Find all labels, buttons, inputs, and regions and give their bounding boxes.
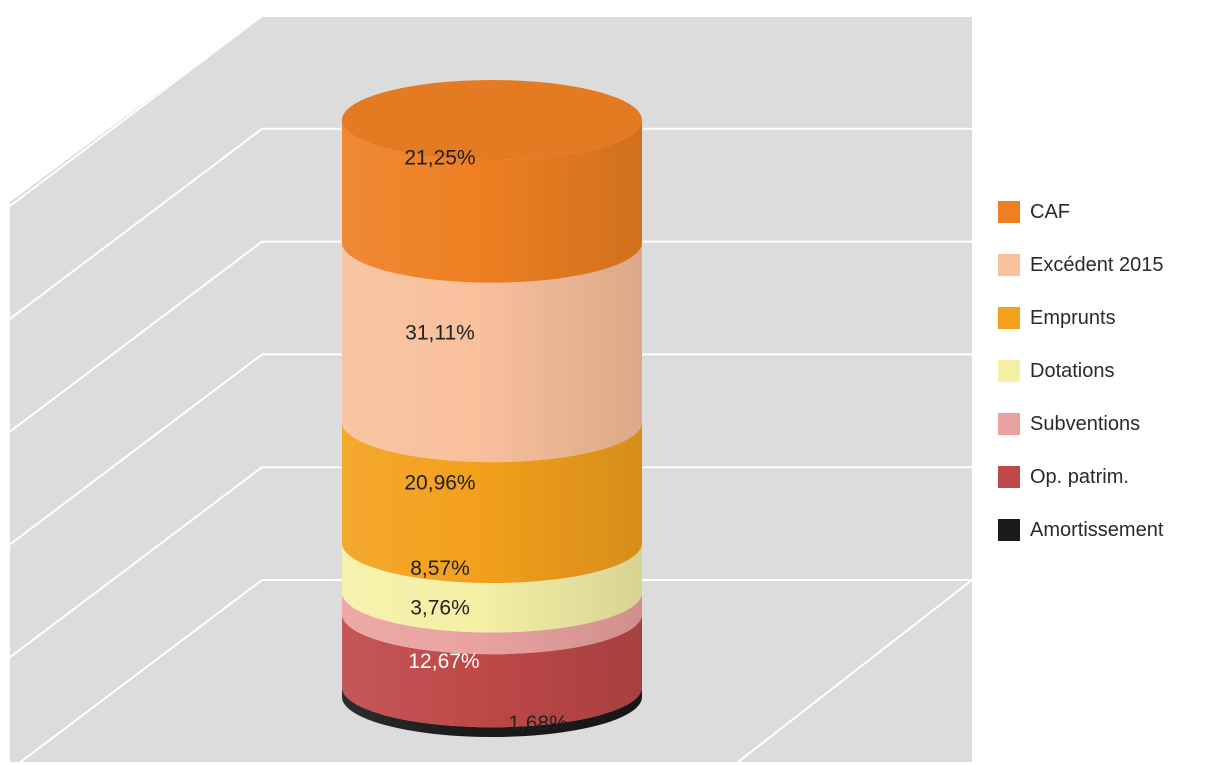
gridline-diagonal xyxy=(9,240,263,433)
legend-item-subventions: Subventions xyxy=(998,412,1210,436)
segment-op-patrim xyxy=(342,614,642,728)
data-label-dotations: 8,57% xyxy=(410,557,470,580)
legend-label: Excédent 2015 xyxy=(1030,253,1164,276)
segment-amortissement xyxy=(342,687,642,737)
legend-label: Dotations xyxy=(1030,359,1115,382)
data-labels: 1,68% 12,67% 3,76% 8,57% 20,96% 31,11% 21,25% xyxy=(404,147,567,735)
legend-swatch xyxy=(998,254,1020,276)
gridline-diagonal xyxy=(9,466,263,658)
data-label-amortissement: 1,68% xyxy=(508,712,568,735)
cylinder-top-cap xyxy=(342,80,642,160)
legend-swatch xyxy=(998,201,1020,223)
legend-item-amortissement: Amortissement xyxy=(998,518,1210,542)
data-label-subventions: 3,76% xyxy=(410,596,470,619)
cylinder xyxy=(342,80,642,737)
legend-item-op-patrim: Op. patrim. xyxy=(998,465,1210,489)
legend-label: Op. patrim. xyxy=(1030,465,1129,488)
legend-label: CAF xyxy=(1030,200,1070,223)
segment-caf xyxy=(342,120,642,283)
legend-item-dotations: Dotations xyxy=(998,359,1210,383)
floor-edge xyxy=(737,579,973,763)
data-label-caf: 21,25% xyxy=(404,147,475,170)
gridline-diagonal xyxy=(9,353,263,546)
legend-item-excedent-2015: Excédent 2015 xyxy=(998,253,1210,277)
data-label-emprunts: 20,96% xyxy=(404,472,475,495)
legend-label: Emprunts xyxy=(1030,306,1116,329)
gridline-diagonal xyxy=(9,128,263,320)
data-label-op-patrim: 12,67% xyxy=(408,650,479,673)
segment-emprunts xyxy=(342,422,642,584)
segment-subventions xyxy=(342,592,642,655)
chart-legend: CAF Excédent 2015 Emprunts Dotations Subvent… xyxy=(998,200,1210,571)
legend-item-caf: CAF xyxy=(998,200,1210,224)
legend-label: Subventions xyxy=(1030,412,1141,435)
legend-label: Amortissement xyxy=(1030,518,1164,541)
legend-swatch xyxy=(998,307,1020,329)
legend-item-emprunts: Emprunts xyxy=(998,306,1210,330)
gridline-diagonal xyxy=(9,15,263,207)
data-label-excedent-2015: 31,11% xyxy=(405,321,475,344)
segment-excedent-2015 xyxy=(342,242,642,463)
legend-swatch xyxy=(998,413,1020,435)
segment-dotations xyxy=(342,543,642,633)
gridline-diagonal xyxy=(14,579,263,765)
legend-swatch xyxy=(998,519,1020,541)
legend-swatch xyxy=(998,360,1020,382)
legend-swatch xyxy=(998,466,1020,488)
